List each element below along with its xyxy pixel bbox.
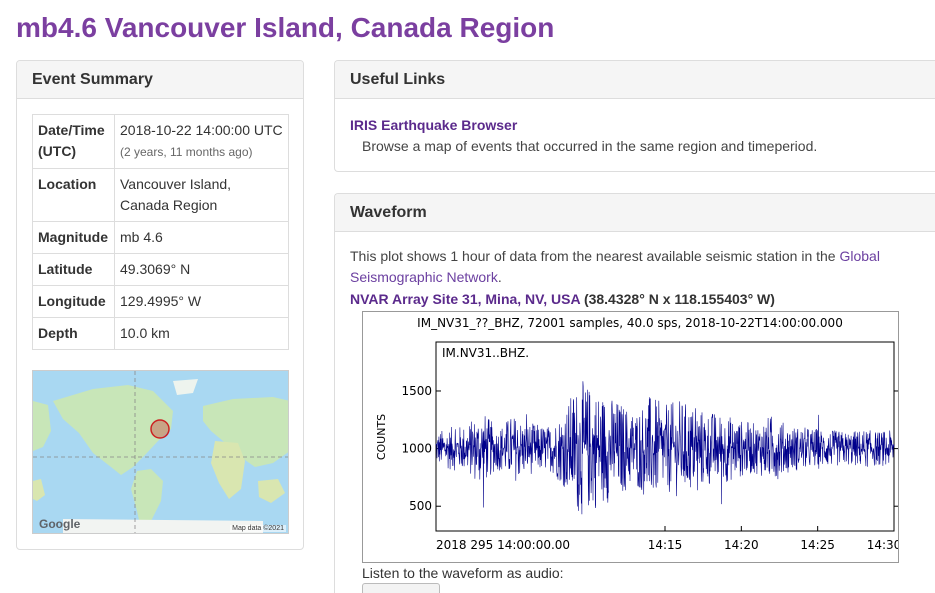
x-tick-label: 14:25 [800,538,835,552]
x-tick-label: 14:15 [648,538,683,552]
useful-links-panel: Useful Links IRIS Earthquake Browser Bro… [334,60,935,172]
table-row: Depth 10.0 km [32,317,289,350]
latitude-value: 49.3069° N [114,253,289,286]
waveform-trace [435,381,895,515]
table-row: Latitude 49.3069° N [32,253,289,286]
magnitude-value: mb 4.6 [114,221,289,254]
event-summary-heading: Event Summary [17,61,303,99]
station-link[interactable]: NVAR Array Site 31, Mina, NV, USA [350,291,581,307]
magnitude-label: Magnitude [32,221,115,254]
y-tick-label: 1500 [401,384,432,398]
datetime-ago: (2 years, 11 months ago) [120,145,253,159]
station-info: NVAR Array Site 31, Mina, NV, USA (38.43… [350,291,775,307]
x-tick-label: 14:30 [867,538,898,552]
datetime-label: Date/Time (UTC) [32,114,115,169]
y-tick-label: 500 [409,499,432,513]
audio-player[interactable] [362,583,440,593]
depth-label: Depth [32,317,115,350]
event-summary-table: Date/Time (UTC) 2018-10-22 14:00:00 UTC … [32,114,289,350]
y-axis-label: COUNTS [375,414,388,460]
table-row: Location Vancouver Island, Canada Region [32,168,289,222]
y-tick-label: 1000 [401,442,432,456]
waveform-heading: Waveform [335,194,935,232]
table-row: Longitude 129.4995° W [32,285,289,318]
depth-value: 10.0 km [114,317,289,350]
waveform-description-end: . [497,269,502,285]
iris-link-description: Browse a map of events that occurred in … [362,138,818,154]
plot-area [435,341,895,532]
waveform-panel: Waveform This plot shows 1 hour of data … [334,193,935,593]
latitude-label: Latitude [32,253,115,286]
x-tick-label: 2018 295 14:00:00.00 [436,538,570,552]
waveform-description: This plot shows 1 hour of data from the … [350,246,910,288]
iris-earthquake-browser-link[interactable]: IRIS Earthquake Browser [350,117,518,133]
datetime-value: 2018-10-22 14:00:00 UTC (2 years, 11 mon… [114,114,289,169]
waveform-plot: IM_NV31_??_BHZ, 72001 samples, 40.0 sps,… [362,311,899,563]
table-row: Magnitude mb 4.6 [32,221,289,254]
event-map[interactable]: Google Map data ©2021 [32,370,289,534]
useful-links-heading: Useful Links [335,61,935,99]
longitude-value: 129.4995° W [114,285,289,318]
chart-title: IM_NV31_??_BHZ, 72001 samples, 40.0 sps,… [417,316,843,330]
event-summary-panel: Event Summary Date/Time (UTC) 2018-10-22… [16,60,304,550]
table-row: Date/Time (UTC) 2018-10-22 14:00:00 UTC … [32,114,289,169]
datetime-text: 2018-10-22 14:00:00 UTC [120,122,283,138]
station-coords: (38.4328° N x 118.155403° W) [583,291,775,307]
waveform-chart: IM_NV31_??_BHZ, 72001 samples, 40.0 sps,… [375,316,898,552]
waveform-description-text: This plot shows 1 hour of data from the … [350,248,836,264]
location-label: Location [32,168,115,222]
audio-label: Listen to the waveform as audio: [362,565,564,581]
global-seismographic-network-link[interactable]: Global Seismographic Network [350,248,880,285]
google-logo: Google [39,517,81,531]
trace-label: IM.NV31..BHZ. [442,346,529,360]
longitude-label: Longitude [32,285,115,318]
world-map-image [33,371,288,533]
x-tick-label: 14:20 [724,538,759,552]
page-title: mb4.6 Vancouver Island, Canada Region [16,12,555,43]
location-value: Vancouver Island, Canada Region [114,168,289,222]
map-attribution[interactable]: Map data ©2021 [230,525,286,532]
